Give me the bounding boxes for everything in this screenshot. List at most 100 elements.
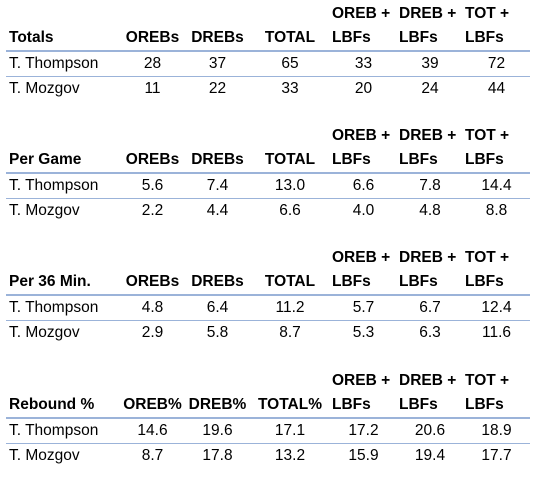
cell-orebs: 5.6 bbox=[120, 173, 185, 199]
col-header-dreb-lbfs-line2: LBFs bbox=[397, 270, 463, 296]
table-row: T. Thompson 28 37 65 33 39 72 bbox=[6, 51, 530, 77]
player-name: T. Mozgov bbox=[9, 447, 80, 464]
totals-table: OREB + DREB + TOT + Totals OREBs DREBs T… bbox=[6, 2, 530, 101]
cell-oreb-lbfs: 33 bbox=[330, 51, 397, 77]
col-header-oreb-lbfs-line1: OREB + bbox=[332, 372, 391, 389]
col-header-drebs: DREBs bbox=[185, 26, 250, 52]
table-row: T. Mozgov 11 22 33 20 24 44 bbox=[6, 77, 530, 102]
cell-tot-lbfs: 12.4 bbox=[463, 295, 530, 321]
cell-tot-lbfs: 11.6 bbox=[481, 324, 512, 341]
col-header-oreb-lbfs-line1: OREB + bbox=[332, 249, 391, 266]
col-header-oreb-lbfs-line2: LBFs bbox=[330, 393, 397, 419]
player-name: T. Thompson bbox=[6, 51, 120, 77]
rebound-pct-table: OREB + DREB + TOT + Rebound % OREB% DREB… bbox=[6, 369, 530, 468]
table-title: Per Game bbox=[6, 148, 120, 174]
cell-drebs: 5.8 bbox=[206, 324, 229, 341]
cell-oreb-pct: 8.7 bbox=[141, 447, 164, 464]
cell-oreb-lbfs: 5.3 bbox=[352, 324, 375, 341]
cell-drebs: 6.4 bbox=[185, 295, 250, 321]
cell-total: 33 bbox=[281, 80, 299, 97]
per-36-table-block: OREB + DREB + TOT + Per 36 Min. OREBs DR… bbox=[6, 246, 530, 345]
col-header-oreb-lbfs-line1: OREB + bbox=[332, 127, 391, 144]
cell-orebs: 28 bbox=[120, 51, 185, 77]
col-header-drebs: DREBs bbox=[185, 270, 250, 296]
player-name: T. Thompson bbox=[6, 295, 120, 321]
cell-total: 65 bbox=[250, 51, 330, 77]
cell-tot-lbfs: 17.7 bbox=[481, 447, 512, 464]
col-header-tot-lbfs-line2: LBFs bbox=[463, 270, 530, 296]
cell-drebs: 4.4 bbox=[206, 202, 229, 219]
cell-dreb-lbfs: 19.4 bbox=[414, 447, 446, 464]
cell-total-pct: 13.2 bbox=[274, 447, 306, 464]
col-header-total: TOTAL bbox=[250, 26, 330, 52]
col-header-orebs: OREBs bbox=[120, 148, 185, 174]
col-header-dreb-lbfs-line1: DREB + bbox=[399, 127, 457, 144]
rebound-pct-table-block: OREB + DREB + TOT + Rebound % OREB% DREB… bbox=[6, 369, 530, 468]
col-header-orebs: OREBs bbox=[120, 270, 185, 296]
table-row: T. Mozgov 2.9 5.8 8.7 5.3 6.3 11.6 bbox=[6, 321, 530, 346]
player-name: T. Mozgov bbox=[9, 324, 80, 341]
col-header-total: TOTAL bbox=[250, 270, 330, 296]
col-header-drebs: DREBs bbox=[185, 148, 250, 174]
col-header-oreb-lbfs-line1: OREB + bbox=[332, 5, 391, 22]
cell-drebs: 22 bbox=[208, 80, 227, 97]
col-header-dreb-pct: DREB% bbox=[185, 393, 250, 419]
per-game-table-block: OREB + DREB + TOT + Per Game OREBs DREBs… bbox=[6, 124, 530, 223]
cell-drebs: 7.4 bbox=[185, 173, 250, 199]
cell-dreb-pct: 19.6 bbox=[185, 418, 250, 444]
table-row: T. Mozgov 8.7 17.8 13.2 15.9 19.4 17.7 bbox=[6, 444, 530, 469]
cell-oreb-lbfs: 4.0 bbox=[352, 202, 375, 219]
col-header-total-pct: TOTAL% bbox=[250, 393, 330, 419]
cell-total: 6.6 bbox=[279, 202, 301, 219]
player-name: T. Mozgov bbox=[9, 80, 80, 97]
col-header-tot-lbfs-line1: TOT + bbox=[465, 249, 510, 266]
cell-tot-lbfs: 44 bbox=[487, 80, 506, 97]
cell-oreb-lbfs: 17.2 bbox=[330, 418, 397, 444]
cell-tot-lbfs: 18.9 bbox=[463, 418, 530, 444]
cell-dreb-lbfs: 24 bbox=[421, 80, 439, 97]
col-header-dreb-lbfs-line2: LBFs bbox=[397, 26, 463, 52]
cell-oreb-lbfs: 6.6 bbox=[330, 173, 397, 199]
col-header-tot-lbfs-line2: LBFs bbox=[463, 148, 530, 174]
col-header-dreb-lbfs-line1: DREB + bbox=[399, 249, 457, 266]
col-header-oreb-lbfs-line2: LBFs bbox=[330, 26, 397, 52]
totals-table-block: OREB + DREB + TOT + Totals OREBs DREBs T… bbox=[6, 2, 530, 101]
col-header-tot-lbfs-line1: TOT + bbox=[465, 5, 510, 22]
col-header-tot-lbfs-line1: TOT + bbox=[465, 372, 510, 389]
col-header-tot-lbfs-line1: TOT + bbox=[465, 127, 510, 144]
cell-tot-lbfs: 72 bbox=[463, 51, 530, 77]
per-game-table: OREB + DREB + TOT + Per Game OREBs DREBs… bbox=[6, 124, 530, 223]
col-header-dreb-lbfs-line2: LBFs bbox=[397, 148, 463, 174]
col-header-dreb-lbfs-line2: LBFs bbox=[397, 393, 463, 419]
cell-orebs: 2.9 bbox=[141, 324, 164, 341]
table-title: Totals bbox=[6, 26, 120, 52]
cell-dreb-lbfs: 4.8 bbox=[419, 202, 441, 219]
table-title: Per 36 Min. bbox=[6, 270, 120, 296]
player-name: T. Thompson bbox=[6, 173, 120, 199]
col-header-orebs: OREBs bbox=[120, 26, 185, 52]
cell-orebs: 4.8 bbox=[120, 295, 185, 321]
per-36-table: OREB + DREB + TOT + Per 36 Min. OREBs DR… bbox=[6, 246, 530, 345]
cell-total-pct: 17.1 bbox=[250, 418, 330, 444]
cell-orebs: 2.2 bbox=[141, 202, 164, 219]
cell-dreb-pct: 17.8 bbox=[202, 447, 233, 464]
cell-oreb-pct: 14.6 bbox=[120, 418, 185, 444]
cell-orebs: 11 bbox=[144, 80, 161, 97]
col-header-oreb-pct: OREB% bbox=[120, 393, 185, 419]
cell-oreb-lbfs: 5.7 bbox=[330, 295, 397, 321]
col-header-dreb-lbfs-line1: DREB + bbox=[399, 372, 457, 389]
cell-total: 11.2 bbox=[250, 295, 330, 321]
cell-oreb-lbfs: 15.9 bbox=[348, 447, 379, 464]
table-row: T. Thompson 4.8 6.4 11.2 5.7 6.7 12.4 bbox=[6, 295, 530, 321]
cell-dreb-lbfs: 20.6 bbox=[397, 418, 463, 444]
cell-total: 13.0 bbox=[250, 173, 330, 199]
cell-tot-lbfs: 14.4 bbox=[463, 173, 530, 199]
col-header-oreb-lbfs-line2: LBFs bbox=[330, 270, 397, 296]
player-name: T. Thompson bbox=[6, 418, 120, 444]
col-header-dreb-lbfs-line1: DREB + bbox=[399, 5, 457, 22]
col-header-tot-lbfs-line2: LBFs bbox=[463, 393, 530, 419]
col-header-total: TOTAL bbox=[250, 148, 330, 174]
table-title: Rebound % bbox=[6, 393, 120, 419]
cell-oreb-lbfs: 20 bbox=[354, 80, 373, 97]
player-name: T. Mozgov bbox=[9, 202, 80, 219]
